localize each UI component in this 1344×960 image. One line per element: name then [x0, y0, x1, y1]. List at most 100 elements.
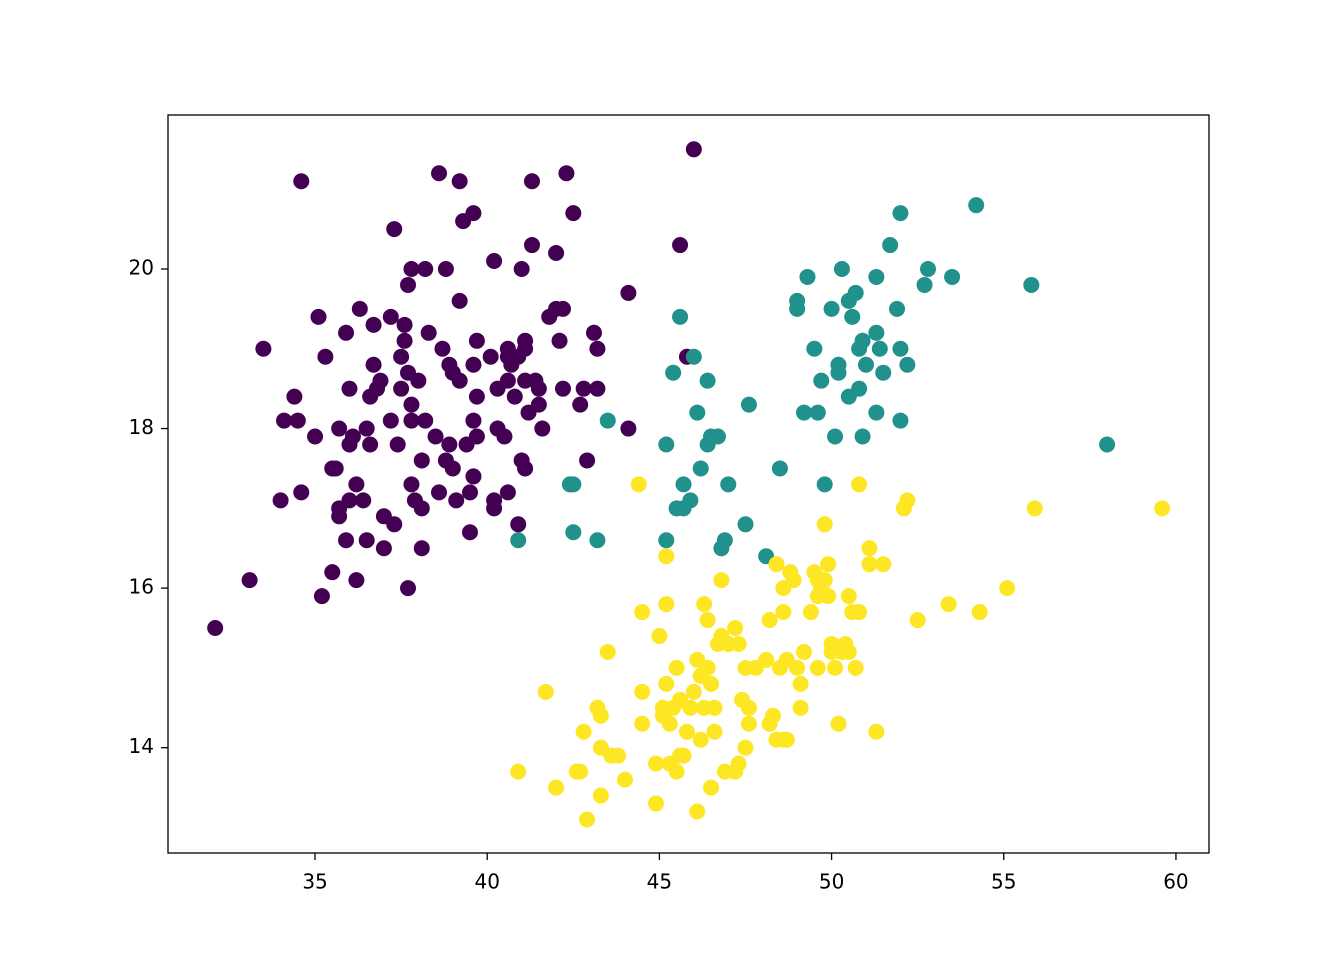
point	[672, 308, 689, 325]
point	[616, 771, 633, 788]
point	[861, 540, 878, 557]
point	[858, 356, 875, 373]
point	[847, 659, 864, 676]
x-tick-label: 55	[991, 870, 1016, 894]
point	[713, 572, 730, 589]
x-tick-label: 50	[819, 870, 844, 894]
point	[944, 268, 961, 285]
point	[413, 500, 430, 517]
point	[740, 396, 757, 413]
point	[465, 468, 482, 485]
point	[289, 412, 306, 429]
point	[465, 205, 482, 222]
point	[830, 715, 847, 732]
point	[241, 572, 258, 589]
point	[372, 372, 389, 389]
point	[699, 372, 716, 389]
point	[554, 380, 571, 397]
point	[899, 492, 916, 509]
point	[276, 412, 293, 429]
point	[768, 556, 785, 573]
point	[293, 173, 310, 190]
point	[358, 532, 375, 549]
point	[341, 492, 358, 509]
point	[441, 436, 458, 453]
point	[551, 332, 568, 349]
point	[355, 492, 372, 509]
point	[844, 308, 861, 325]
point	[344, 428, 361, 445]
point	[675, 747, 692, 764]
point	[682, 699, 699, 716]
point	[871, 340, 888, 357]
point	[727, 620, 744, 637]
point	[658, 436, 675, 453]
point	[682, 492, 699, 509]
point	[451, 173, 468, 190]
point	[506, 388, 523, 405]
point	[579, 452, 596, 469]
point	[668, 763, 685, 780]
point	[761, 612, 778, 629]
point	[462, 484, 479, 501]
point	[785, 572, 802, 589]
point	[658, 548, 675, 565]
point	[530, 380, 547, 397]
point	[940, 596, 957, 613]
point	[875, 364, 892, 381]
point	[599, 412, 616, 429]
point	[548, 779, 565, 796]
point	[575, 380, 592, 397]
point	[827, 428, 844, 445]
x-tick-label: 60	[1163, 870, 1188, 894]
point	[465, 356, 482, 373]
point	[765, 707, 782, 724]
point	[892, 340, 909, 357]
point	[517, 332, 534, 349]
point	[365, 316, 382, 333]
point	[348, 476, 365, 493]
point	[331, 420, 348, 437]
point	[806, 340, 823, 357]
point	[882, 237, 899, 254]
point	[665, 364, 682, 381]
point	[792, 675, 809, 692]
point	[558, 165, 575, 182]
point	[444, 460, 461, 477]
point	[868, 268, 885, 285]
point	[310, 308, 327, 325]
point	[658, 596, 675, 613]
point	[689, 803, 706, 820]
point	[255, 340, 272, 357]
point	[393, 380, 410, 397]
point	[771, 460, 788, 477]
point	[920, 260, 937, 277]
point	[737, 516, 754, 533]
point	[796, 643, 813, 660]
point	[685, 141, 702, 158]
point	[362, 436, 379, 453]
point	[789, 659, 806, 676]
point	[313, 588, 330, 605]
point	[448, 492, 465, 509]
point	[658, 532, 675, 549]
point	[699, 612, 716, 629]
point	[1023, 276, 1040, 293]
point	[482, 348, 499, 365]
point	[971, 604, 988, 621]
y-tick-label: 18	[129, 415, 154, 439]
point	[286, 388, 303, 405]
point	[386, 516, 403, 533]
point	[740, 699, 757, 716]
point	[789, 300, 806, 317]
point	[530, 396, 547, 413]
point	[696, 596, 713, 613]
point	[672, 237, 689, 254]
point	[431, 165, 448, 182]
point	[575, 723, 592, 740]
point	[510, 763, 527, 780]
point	[451, 372, 468, 389]
point	[589, 532, 606, 549]
point	[324, 564, 341, 581]
point	[668, 659, 685, 676]
